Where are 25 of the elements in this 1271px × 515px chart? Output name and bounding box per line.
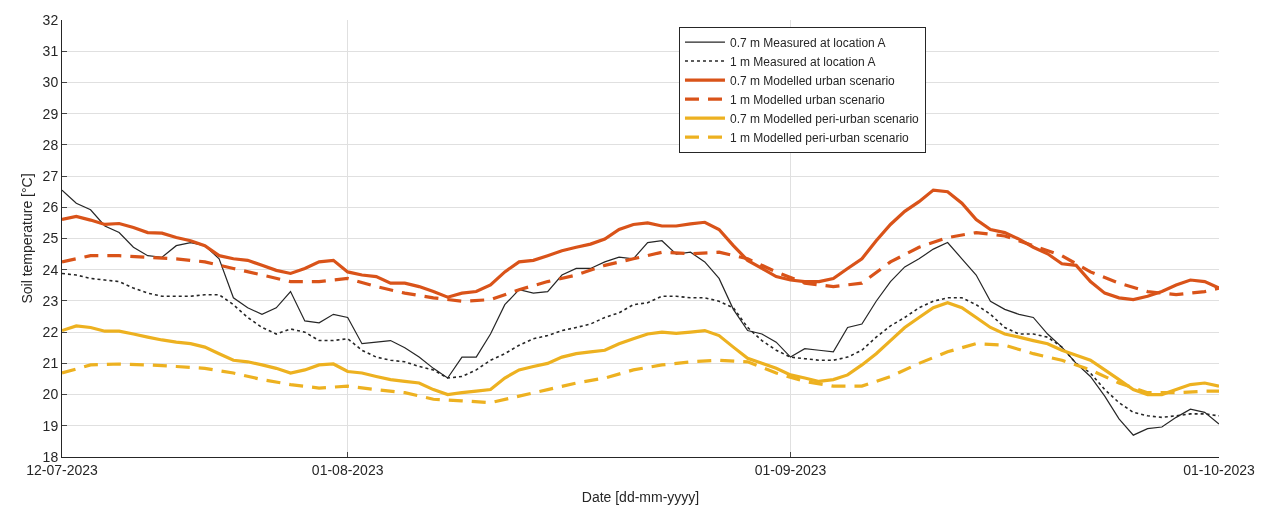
legend-label: 1 m Measured at location A [729,54,876,69]
y-tick-label: 25 [42,230,59,247]
y-tick-label: 26 [42,199,59,216]
y-tick-label: 28 [42,136,59,153]
legend-label: 0.7 m Modelled urban scenario [729,73,896,88]
y-tick-label: 32 [42,11,59,28]
x-tick-label: 01-10-2023 [1183,461,1256,478]
legend-label: 1 m Modelled peri-urban scenario [729,130,910,145]
legend-label: 0.7 m Measured at location A [729,35,886,50]
y-tick-label: 29 [42,105,59,122]
x-tick-label: 01-08-2023 [311,461,384,478]
legend-label: 1 m Modelled urban scenario [729,92,886,107]
y-tick-label: 23 [42,292,59,309]
y-tick-label: 20 [42,386,59,403]
y-tick-label: 27 [42,167,59,184]
y-tick-label: 22 [42,324,59,341]
legend-label: 0.7 m Modelled peri-urban scenario [729,111,920,126]
y-tick-label: 21 [42,355,59,372]
y-tick-label: 30 [42,74,59,91]
x-tick-label: 01-09-2023 [754,461,827,478]
x-axis-title: Date [dd-mm-yyyy] [581,489,700,506]
y-tick-label: 19 [42,417,59,434]
y-tick-label: 31 [42,43,59,60]
y-axis-title: Soil temperature [°C] [19,173,36,304]
y-tick-label: 24 [42,261,59,278]
